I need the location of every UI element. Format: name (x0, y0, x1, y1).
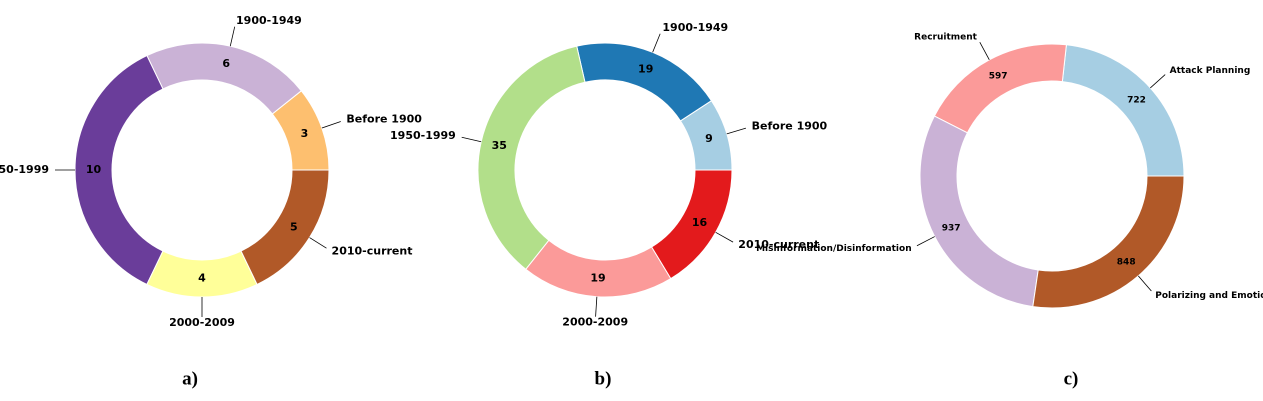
value-label: 597 (989, 72, 1008, 82)
value-label: 6 (222, 57, 230, 70)
leader-line (321, 121, 341, 129)
caption: c) (1064, 368, 1079, 389)
value-label: 3 (301, 127, 309, 140)
donut-slice (933, 43, 1067, 134)
donut-slice (240, 169, 330, 286)
donut-slice (919, 115, 1039, 308)
category-label: 1900-1949 (662, 21, 728, 34)
value-label: 10 (86, 163, 102, 176)
category-label: Before 1900 (752, 119, 828, 132)
donut-slice (477, 45, 586, 270)
category-label: Recruitment (914, 32, 977, 42)
category-label: 2000-2009 (562, 316, 628, 329)
category-label: 2000-2009 (169, 316, 235, 329)
leader-line (652, 33, 661, 53)
donut-slice (146, 42, 302, 115)
leader-line (726, 127, 747, 135)
leader-line (1150, 74, 1166, 89)
value-label: 848 (1117, 257, 1136, 267)
leader-line (715, 231, 734, 243)
category-label: 2010-current (738, 238, 819, 251)
value-label: 5 (290, 221, 298, 234)
category-label: 1950-1999 (0, 163, 49, 176)
donut-slice (1061, 44, 1185, 177)
leader-line (1137, 275, 1152, 292)
category-label: 2010-current (332, 244, 413, 257)
caption: b) (595, 368, 612, 389)
donut-slice (650, 169, 733, 280)
caption: a) (182, 368, 198, 389)
value-label: 722 (1127, 96, 1146, 106)
category-label: Attack Planning (1170, 66, 1251, 76)
category-label: 1950-1999 (390, 129, 456, 142)
value-label: 4 (198, 272, 206, 285)
donut-slice (1032, 175, 1185, 309)
value-label: 9 (705, 132, 713, 145)
value-label: 16 (692, 216, 708, 229)
donut-slice (74, 54, 164, 286)
leader-line (309, 237, 327, 249)
donut-slice (525, 239, 672, 298)
value-label: 937 (942, 224, 961, 234)
value-label: 19 (590, 271, 605, 284)
category-label: Before 1900 (346, 112, 422, 125)
leader-line (595, 296, 598, 317)
donut-slice (576, 42, 713, 122)
leader-line (979, 42, 990, 61)
category-label: 1900-1949 (236, 14, 302, 27)
leader-line (916, 236, 935, 247)
category-label: Misinformation/Disinformation (756, 244, 912, 254)
leader-line (229, 26, 236, 47)
value-label: 35 (492, 139, 507, 152)
value-label: 19 (638, 62, 653, 75)
leader-line (461, 136, 482, 143)
category-label: Polarizing and Emotional Content (1155, 291, 1263, 301)
